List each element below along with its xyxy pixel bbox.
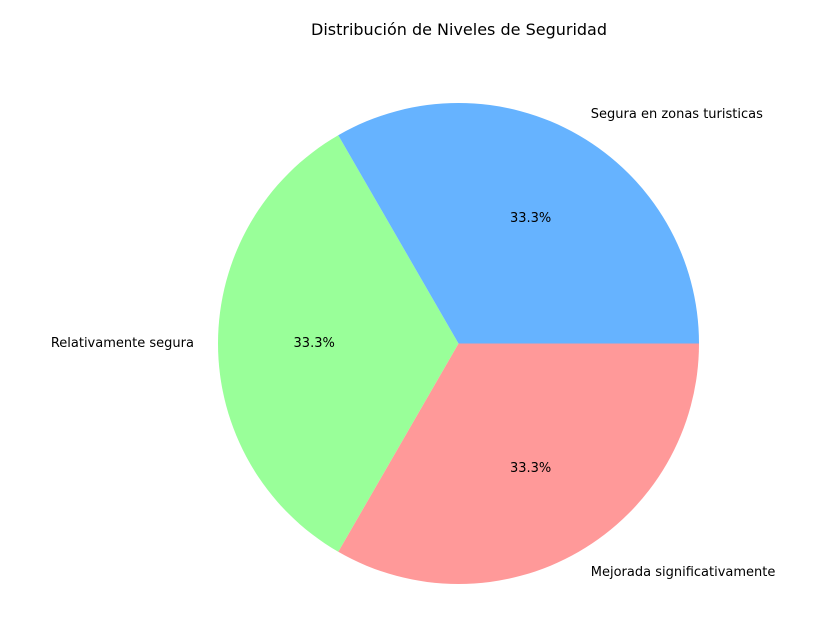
pie-labels: Mejorada significativamente Relativamente… [51, 107, 776, 580]
slice-percent-label: 33.3% [294, 336, 335, 351]
slice-percent-label: 33.3% [510, 461, 551, 476]
pie-percent-labels: 33.3% 33.3% 33.3% [294, 211, 552, 476]
slice-label: Mejorada significativamente [591, 565, 776, 580]
pie-slices [218, 102, 699, 584]
slice-label: Segura en zonas turisticas [591, 107, 763, 122]
chart-title: Distribución de Niveles de Seguridad [311, 20, 607, 39]
pie-slice [338, 343, 699, 584]
slice-percent-label: 33.3% [510, 211, 551, 226]
slice-label: Relativamente segura [51, 336, 194, 351]
pie-slice [338, 102, 699, 344]
